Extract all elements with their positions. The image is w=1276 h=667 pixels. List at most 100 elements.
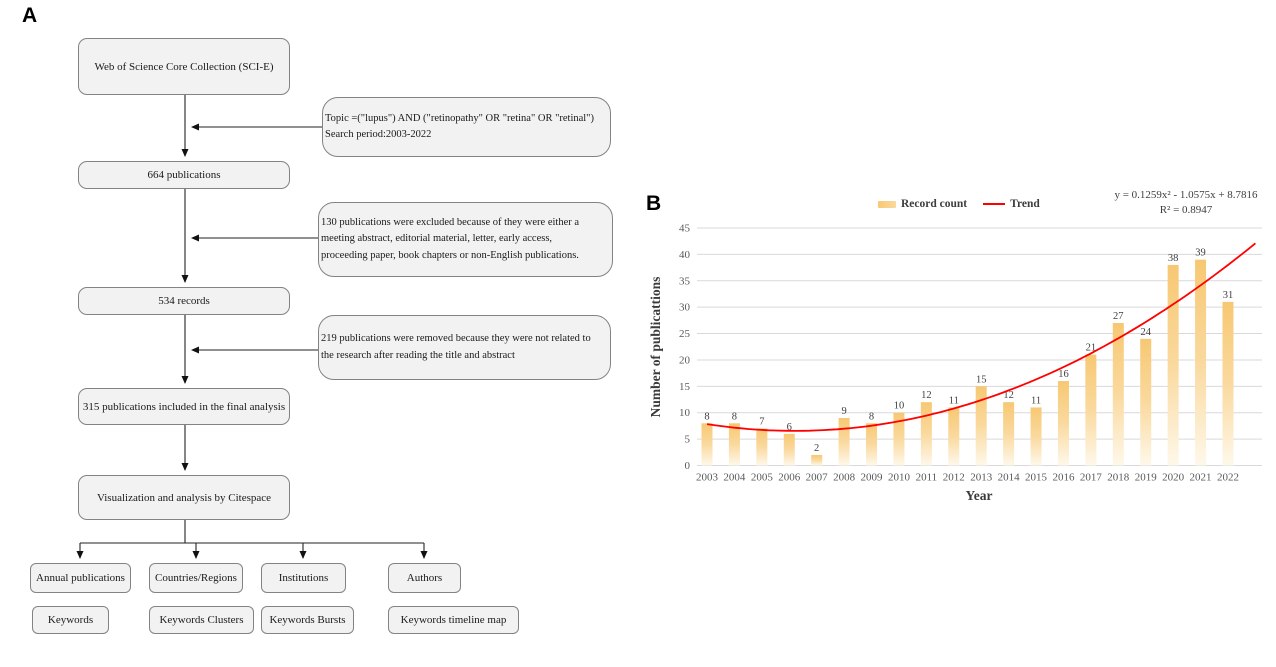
y-tick-label: 5 — [685, 434, 691, 446]
bar — [838, 418, 850, 466]
bar-value-label: 15 — [976, 374, 987, 385]
y-tick-label: 25 — [679, 328, 691, 340]
bar-value-label: 39 — [1195, 248, 1206, 259]
panel-a-label: A — [22, 4, 38, 27]
x-tick-label: 2019 — [1135, 472, 1158, 484]
result-box-countries-regions: Countries/Regions — [149, 563, 243, 593]
legend-label-trend: Trend — [1010, 198, 1040, 210]
side-box-removed: 219 publications were removed because th… — [318, 315, 611, 380]
y-tick-label: 45 — [679, 223, 691, 235]
y-tick-label: 15 — [679, 381, 691, 393]
x-tick-label: 2009 — [861, 472, 884, 484]
bar-value-label: 8 — [732, 411, 737, 422]
publications-bar-chart: 0 5 10 15 20 25 30 35 40 45 8 2003 8 2004 7 2005 6 2006 2 2… — [679, 223, 1262, 484]
flowchart-arrows — [76, 95, 428, 559]
legend-label-record-count: Record count — [901, 198, 968, 210]
result-box-keywords-timeline-map: Keywords timeline map — [388, 606, 519, 634]
chart-legend: Record count Trend — [878, 198, 1040, 210]
bar-value-label: 8 — [869, 411, 874, 422]
bar-value-label: 11 — [1031, 395, 1041, 406]
bar-value-label: 12 — [921, 390, 932, 401]
result-box-authors: Authors — [388, 563, 461, 593]
x-tick-label: 2007 — [806, 472, 829, 484]
legend-item-record-count: Record count — [878, 198, 967, 210]
x-tick-label: 2021 — [1190, 472, 1212, 484]
trend-line — [706, 242, 1256, 432]
x-tick-label: 2020 — [1162, 472, 1185, 484]
x-tick-label: 2006 — [778, 472, 801, 484]
bar — [1003, 402, 1015, 466]
flow-box-664-publications: 664 publications — [78, 161, 290, 189]
bar-value-label: 38 — [1168, 253, 1179, 264]
y-tick-label: 30 — [679, 302, 691, 314]
bar-value-label: 11 — [949, 395, 959, 406]
trend-equation-line1: y = 0.1259x² - 1.0575x + 8.7816 — [1114, 189, 1258, 201]
bar-value-label: 27 — [1113, 311, 1124, 322]
x-tick-label: 2011 — [916, 472, 938, 484]
bar-value-label: 24 — [1140, 327, 1151, 338]
panel-b-label: B — [646, 192, 662, 215]
bar — [1085, 354, 1097, 466]
legend-item-trend: Trend — [983, 198, 1040, 210]
flow-box-315-included: 315 publications included in the final a… — [78, 388, 290, 425]
x-tick-label: 2003 — [696, 472, 719, 484]
bar-value-label: 21 — [1086, 343, 1097, 354]
flow-box-citespace: Visualization and analysis by Citespace — [78, 475, 290, 520]
bar — [1140, 338, 1152, 466]
record-count-swatch-icon — [878, 200, 896, 208]
bar-value-label: 9 — [841, 406, 846, 417]
x-tick-label: 2016 — [1052, 472, 1075, 484]
x-tick-label: 2012 — [943, 472, 965, 484]
x-tick-label: 2014 — [998, 472, 1021, 484]
bar — [728, 423, 740, 466]
bar — [1167, 264, 1179, 466]
bar — [1222, 301, 1234, 466]
trend-equation-line2: R² = 0.8947 — [1159, 203, 1213, 216]
trend-line-swatch-icon — [983, 203, 1006, 205]
bar — [1195, 259, 1207, 466]
bar — [948, 407, 960, 466]
y-tick-label: 20 — [679, 354, 691, 366]
bar — [756, 428, 768, 466]
x-tick-label: 2004 — [723, 472, 746, 484]
trend-equation: y = 0.1259x² - 1.0575x + 8.7816 R² = 0.8… — [1098, 188, 1274, 218]
bar-value-label: 31 — [1223, 290, 1234, 301]
x-tick-label: 2017 — [1080, 472, 1103, 484]
bar — [701, 423, 713, 466]
bar-value-label: 16 — [1058, 369, 1069, 380]
bar — [1057, 381, 1069, 466]
result-box-institutions: Institutions — [261, 563, 346, 593]
y-tick-label: 0 — [685, 460, 691, 472]
x-axis-title: Year — [965, 488, 993, 503]
bar-value-label: 7 — [759, 417, 764, 428]
bar — [866, 423, 878, 466]
result-box-annual-publications: Annual publications — [30, 563, 131, 593]
flow-box-534-records: 534 records — [78, 287, 290, 315]
bar — [975, 386, 987, 466]
y-tick-label: 40 — [679, 249, 691, 261]
x-tick-label: 2010 — [888, 472, 911, 484]
bar — [1112, 323, 1124, 466]
bar-value-label: 2 — [814, 443, 819, 454]
x-tick-label: 2005 — [751, 472, 774, 484]
x-tick-label: 2008 — [833, 472, 856, 484]
flow-box-database: Web of Science Core Collection (SCI-E) — [78, 38, 290, 95]
result-box-keywords-bursts: Keywords Bursts — [261, 606, 354, 634]
side-box-excluded: 130 publications were excluded because o… — [318, 202, 613, 277]
bar — [783, 433, 795, 466]
x-tick-label: 2013 — [970, 472, 993, 484]
x-tick-label: 2018 — [1107, 472, 1130, 484]
bar — [1030, 407, 1042, 466]
x-tick-label: 2015 — [1025, 472, 1048, 484]
bar — [893, 412, 905, 466]
bar-value-label: 8 — [704, 411, 709, 422]
result-box-keywords: Keywords — [32, 606, 109, 634]
bar-value-label: 10 — [894, 401, 905, 412]
y-tick-label: 35 — [679, 275, 691, 287]
bar — [811, 454, 823, 466]
bar-value-label: 6 — [787, 422, 792, 433]
side-box-search-topic: Topic =("lupus") AND ("retinopathy" OR "… — [322, 97, 611, 157]
x-tick-label: 2022 — [1217, 472, 1239, 484]
bar — [920, 402, 932, 466]
